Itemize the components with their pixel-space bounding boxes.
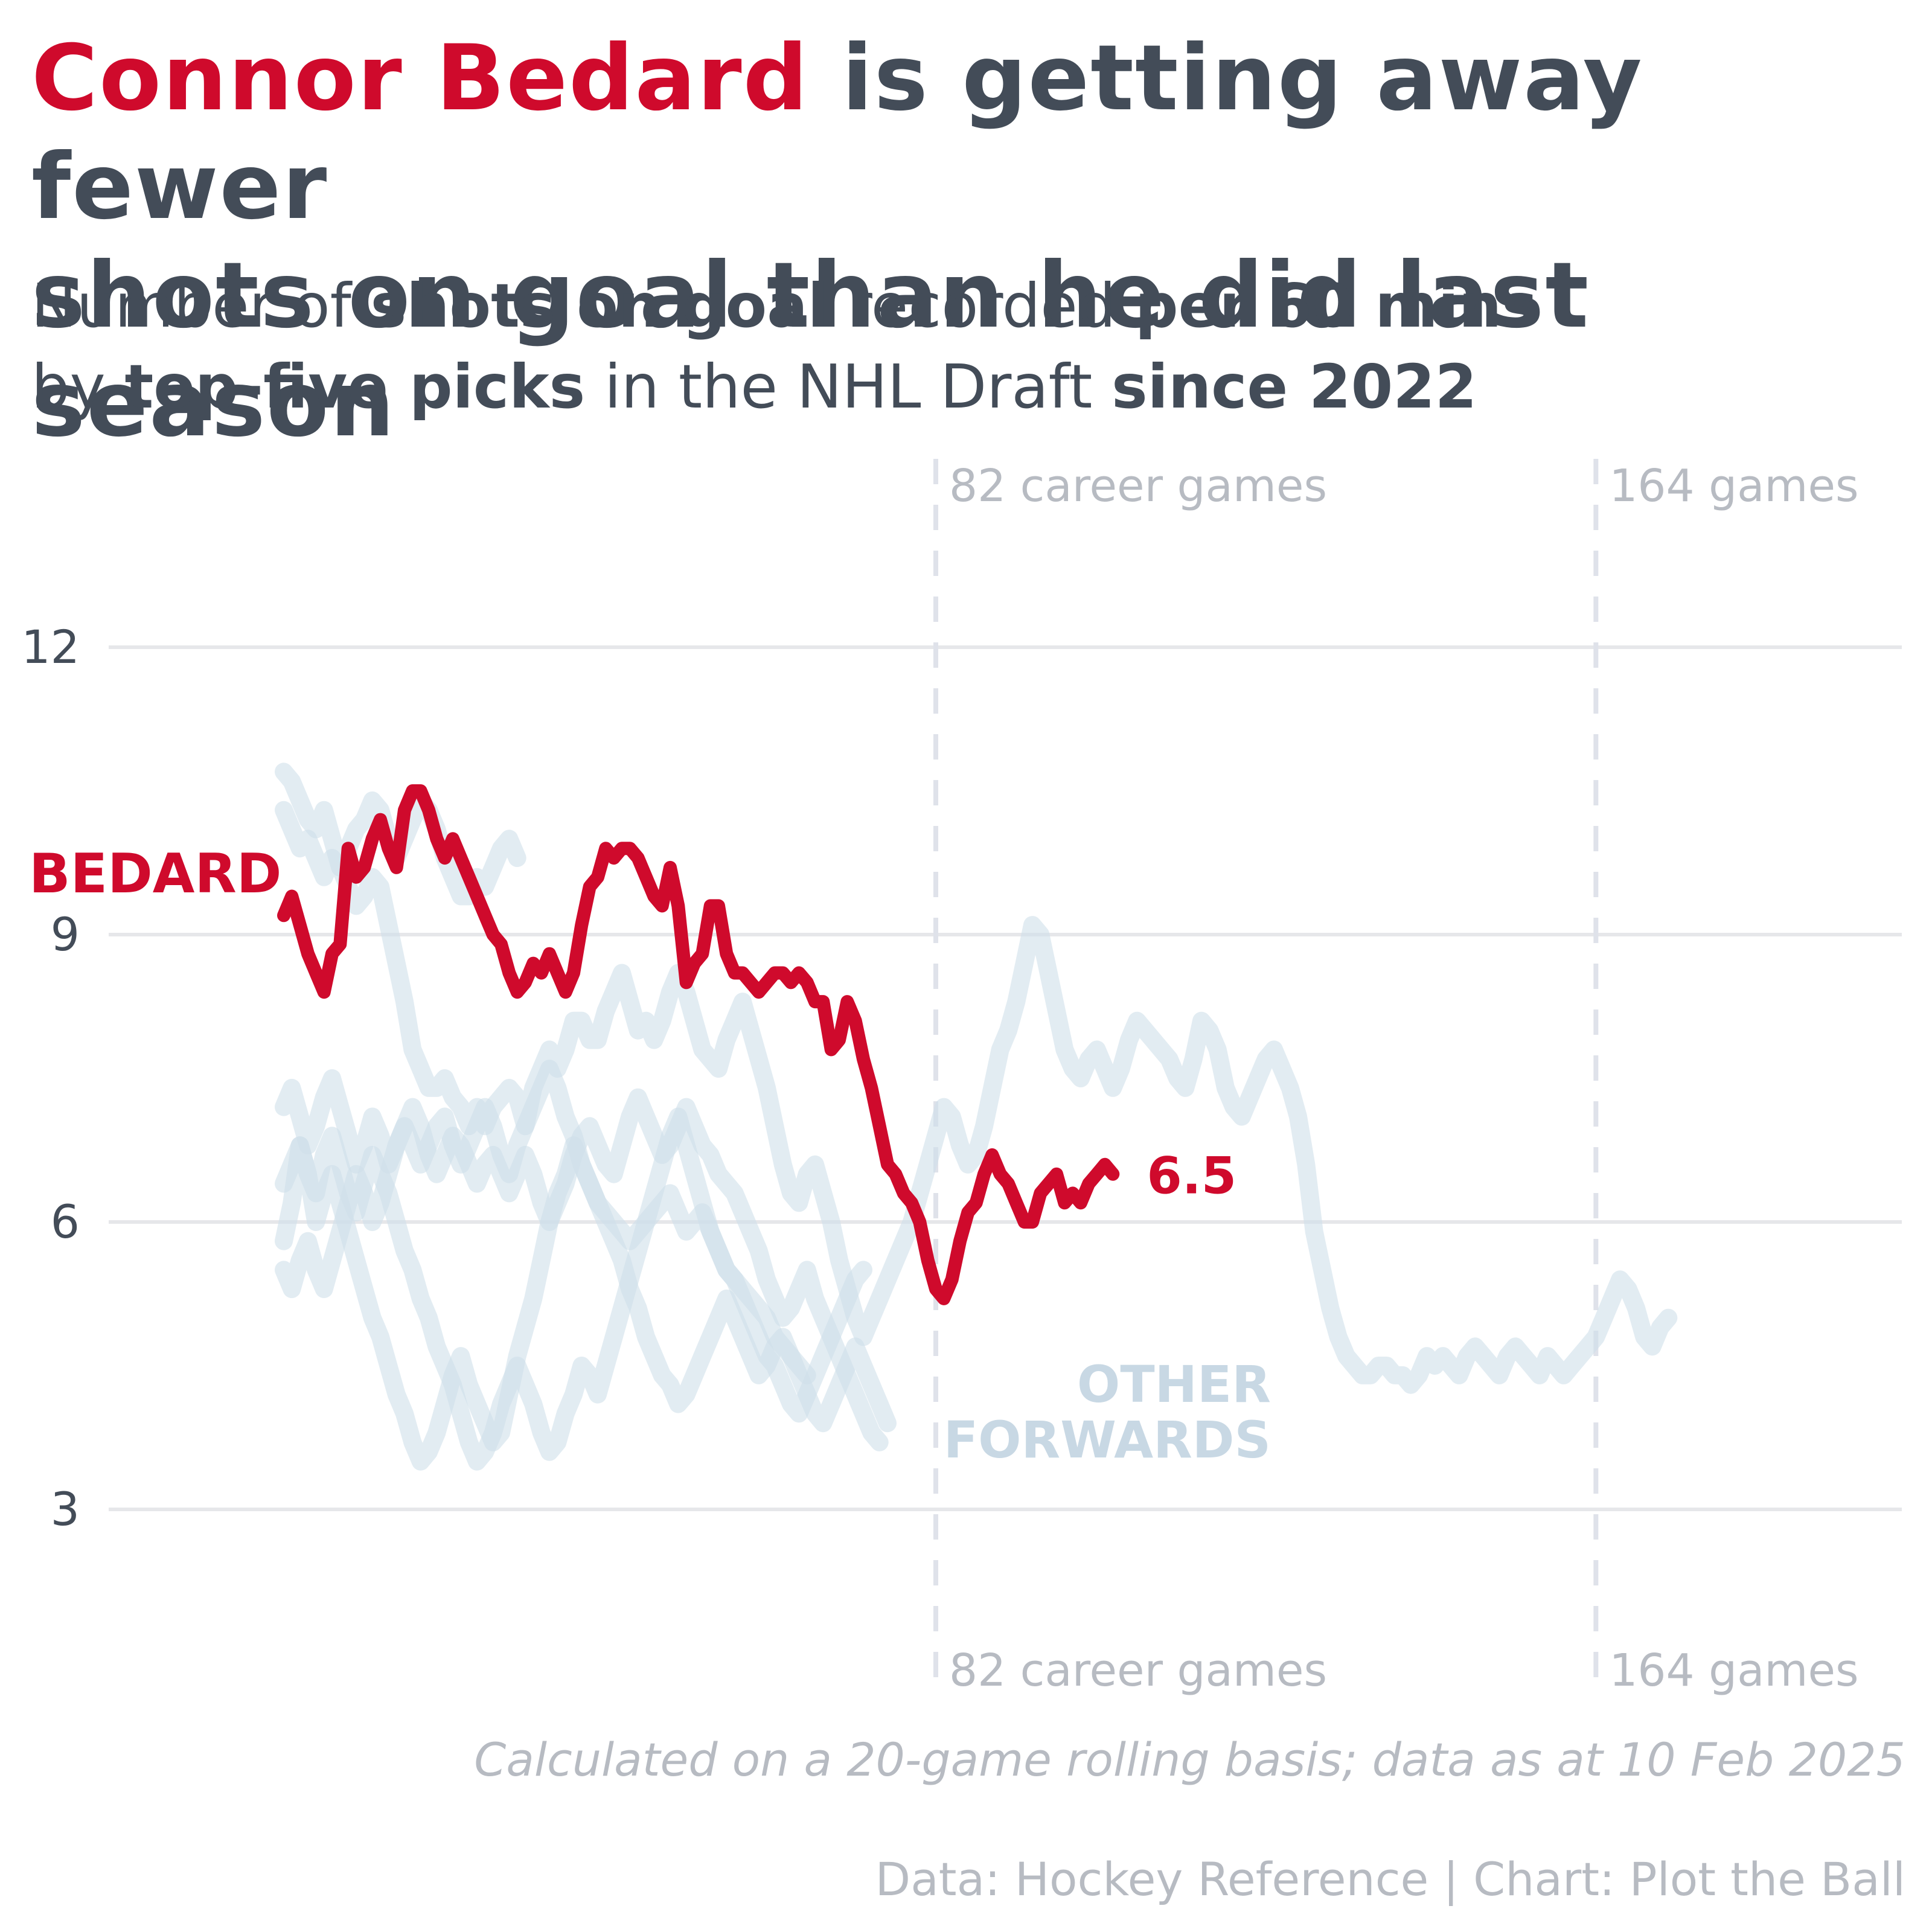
y-tick-label-9: 9 [51,907,80,961]
y-axis-tick-labels: 3 6 9 12 [21,620,80,1536]
subtitle-bold-4: since 2022 [1112,351,1477,422]
gridlines [109,645,1902,1511]
bedard-last-value-label: 6.5 [1147,1147,1236,1206]
y-tick-label-3: 3 [51,1482,80,1536]
title-line-1: Connor Bedard is getting away fewer [31,24,1915,242]
subtitle-bold-1: shots on goal [370,270,828,341]
subtitle-text-2: recorded [828,270,1135,341]
source-credit: Data: Hockey Reference | Chart: Plot the… [875,1852,1905,1906]
chart-title: Connor Bedard is getting away fewer shot… [31,24,1915,459]
subtitle-text-1: Number of [31,270,371,341]
subtitle-line-2: by top-five picks in the NHL Draft since… [31,347,1915,427]
other-forwards-series [275,763,1678,1471]
footnote: Calculated on a 20-game rolling basis; d… [474,1733,1905,1786]
other-forwards-label-line-2: FORWARDS [944,1410,1271,1470]
bedard-series [277,784,1120,1305]
reference-label-top-82: 82 career games [949,460,1327,512]
title-line-2: shots on goal than he did last season [31,243,1590,457]
subtitle-text-4: in the NHL Draft [585,351,1112,422]
subtitle-bold-2: per 60 mins [1135,270,1538,341]
reference-lines: 82 career games 82 career games 164 games 1… [933,459,1859,1697]
reference-label-top-164: 164 games [1609,460,1858,512]
other-forward-line-2 [275,801,1678,1394]
bedard-line [277,784,1120,1305]
subtitle-text-3: by [31,351,125,422]
other-forwards-label-line-1: OTHER [1077,1355,1271,1414]
bedard-series-label: BEDARD [29,842,281,906]
chart-subtitle: Number of shots on goal recorded per 60 … [31,266,1915,427]
title-line-1-rest: is getting away fewer [31,26,1643,240]
subtitle-line-1: Number of shots on goal recorded per 60 … [31,266,1915,347]
reference-label-bottom-164: 164 games [1609,1645,1858,1697]
title-highlight-player: Connor Bedard [31,26,809,131]
y-tick-label-6: 6 [51,1195,80,1249]
other-forward-line-6 [275,1060,816,1384]
y-tick-label-12: 12 [21,620,80,674]
subtitle-bold-3: top-five picks [124,351,586,422]
reference-label-bottom-82: 82 career games [949,1645,1327,1697]
